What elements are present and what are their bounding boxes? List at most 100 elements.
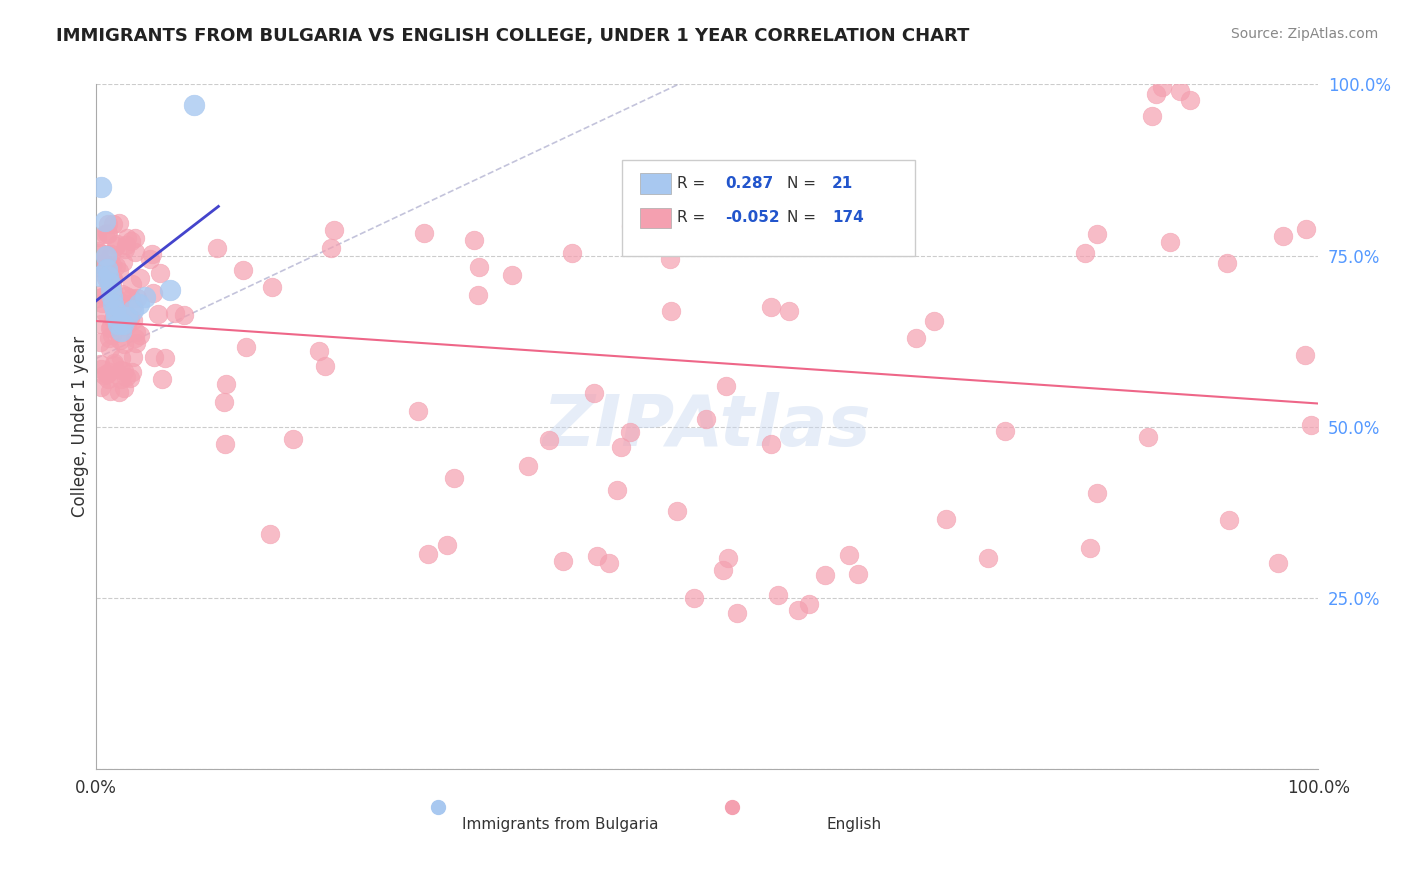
Point [553, 554, 575, 568]
Point [112, 254, 135, 268]
Point [96, 367, 118, 381]
Point [142, 285, 165, 300]
Point [683, 591, 706, 605]
Text: 0.287: 0.287 [725, 177, 773, 191]
Point [121, 303, 143, 318]
Point [98, 276, 121, 290]
Point [905, 331, 928, 345]
Point [463, 234, 485, 248]
Point [96, 262, 118, 277]
Point [105, 239, 128, 253]
Point [89, 260, 111, 275]
Point [98, 331, 121, 345]
Point [205, 241, 228, 255]
Point [86, 230, 108, 244]
Point [121, 277, 143, 291]
Point [1150, 79, 1173, 94]
Point [111, 287, 134, 301]
Text: ZIPAtlas: ZIPAtlas [543, 392, 872, 461]
Point [98, 384, 121, 399]
Point [1137, 430, 1160, 444]
Point [214, 437, 236, 451]
Point [91, 286, 114, 301]
Point [93, 289, 115, 303]
Point [110, 351, 132, 366]
Point [1267, 556, 1289, 570]
Point [561, 246, 583, 260]
Point [675, 211, 697, 225]
Point [128, 296, 150, 310]
Point [214, 377, 236, 392]
Point [103, 283, 125, 297]
Point [516, 459, 538, 474]
Point [124, 330, 146, 344]
Point [583, 385, 606, 400]
Point [94, 249, 117, 263]
Point [165, 305, 187, 319]
Point [108, 216, 131, 230]
Text: English: English [827, 817, 882, 832]
Point [308, 344, 330, 359]
Point [110, 333, 132, 347]
Point [846, 567, 869, 582]
Point [659, 304, 682, 318]
Point [418, 548, 440, 562]
Point [146, 307, 169, 321]
Point [89, 257, 111, 271]
Point [121, 365, 143, 379]
Point [1140, 109, 1163, 123]
Point [935, 511, 957, 525]
Point [87, 246, 110, 260]
Point [98, 342, 121, 356]
Point [101, 290, 124, 304]
Point [619, 425, 641, 440]
Point [695, 412, 717, 426]
Point [86, 291, 108, 305]
Point [786, 603, 808, 617]
Text: R =: R = [676, 211, 704, 226]
Point [1295, 222, 1317, 236]
Point [994, 424, 1017, 438]
Point [124, 244, 146, 259]
Point [717, 551, 740, 566]
Point [94, 257, 117, 271]
Point [96, 247, 118, 261]
Point [235, 341, 257, 355]
Point [143, 350, 166, 364]
Text: Immigrants from Bulgaria: Immigrants from Bulgaria [463, 817, 659, 832]
Point [121, 298, 143, 312]
Y-axis label: College, Under 1 year: College, Under 1 year [72, 336, 89, 517]
Point [1178, 93, 1201, 107]
Point [107, 292, 129, 306]
Point [1078, 541, 1101, 555]
Point [112, 317, 135, 331]
Point [104, 310, 127, 325]
Point [97, 372, 120, 386]
Point [1146, 87, 1168, 102]
Point [214, 395, 236, 409]
Point [103, 358, 125, 372]
Point [838, 548, 860, 562]
Point [93, 214, 115, 228]
Point [97, 269, 120, 284]
Point [1085, 227, 1108, 241]
Point [112, 336, 135, 351]
Point [90, 180, 112, 194]
Point [125, 325, 148, 339]
Point [121, 291, 143, 305]
Point [149, 267, 172, 281]
Point [115, 289, 138, 303]
Point [1074, 246, 1097, 260]
Point [93, 304, 115, 318]
Point [121, 313, 143, 327]
Point [100, 258, 122, 272]
Point [778, 303, 800, 318]
Point [413, 226, 436, 240]
Point [96, 226, 118, 240]
Point [620, 219, 643, 234]
Point [89, 357, 111, 371]
Point [759, 437, 782, 451]
Point [153, 351, 176, 365]
Point [1216, 255, 1239, 269]
Point [112, 381, 135, 395]
